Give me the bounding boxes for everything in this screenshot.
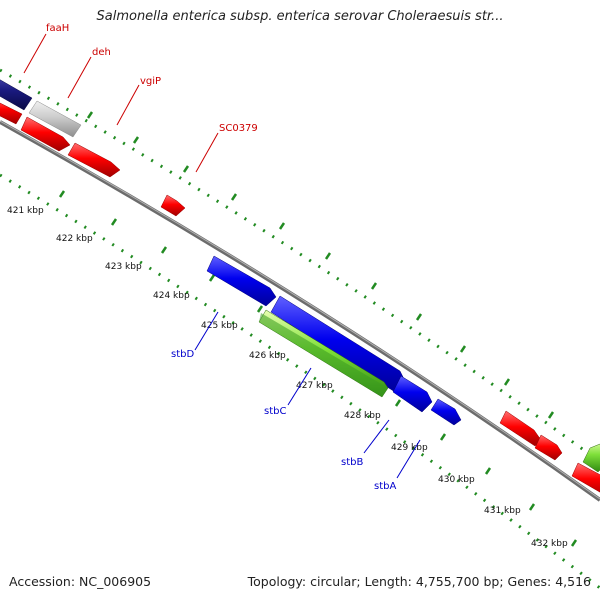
forward-tick — [459, 345, 467, 353]
forward-tick — [86, 111, 94, 119]
label-leader — [287, 367, 312, 406]
kbp-label: 430 kbp — [438, 475, 475, 485]
label-leader — [67, 56, 92, 99]
scale-tick — [439, 433, 447, 441]
gene-stbA[interactable] — [392, 375, 433, 413]
kbp-label: 426 kbp — [249, 351, 286, 361]
gene-label-stbC[interactable]: stbC — [264, 406, 286, 417]
label-leader — [396, 439, 421, 479]
genome-backbone-highlight — [0, 120, 600, 500]
gene-forward-2[interactable] — [20, 116, 71, 152]
forward-tick — [278, 222, 286, 230]
kbp-label: 427 kbp — [296, 381, 333, 391]
forward-tick — [230, 193, 238, 201]
gene-reverse-1[interactable] — [206, 255, 277, 307]
gene-label-stbB[interactable]: stbB — [341, 457, 363, 468]
label-leader — [194, 311, 219, 351]
kbp-label: 423 kbp — [105, 262, 142, 272]
gene-label-faaH[interactable]: faaH — [46, 23, 69, 34]
gene-label-vgiP[interactable]: vgiP — [140, 76, 161, 87]
forward-tick — [415, 313, 423, 321]
kbp-label: 422 kbp — [56, 234, 93, 244]
gene-forward-right-3[interactable] — [571, 462, 600, 498]
gene-label-SC0379[interactable]: SC0379 — [219, 123, 258, 134]
scale-tick — [160, 246, 168, 254]
scale-tick-track — [0, 173, 600, 590]
gene-forward-1[interactable] — [0, 97, 23, 125]
scale-tick — [256, 305, 264, 313]
kbp-label: 428 kbp — [344, 411, 381, 421]
scale-tick — [528, 503, 536, 511]
genome-summary-text: Topology: circular; Length: 4,755,700 bp… — [247, 574, 591, 589]
forward-tick — [547, 411, 555, 419]
gene-stbC[interactable] — [259, 313, 388, 397]
accession-text: Accession: NC_006905 — [9, 574, 152, 589]
gene-green-right[interactable] — [582, 440, 600, 473]
gene-reverse-4[interactable] — [430, 398, 462, 426]
kbp-label: 429 kbp — [391, 443, 428, 453]
forward-tick-track — [0, 68, 600, 464]
kbp-label: 425 kbp — [201, 321, 238, 331]
gene-faaH[interactable] — [0, 74, 33, 111]
scale-tick — [570, 539, 578, 547]
gene-label-deh[interactable]: deh — [92, 47, 111, 58]
label-leader — [363, 419, 390, 454]
forward-tick — [370, 282, 378, 290]
scale-tick — [110, 218, 118, 226]
scale-tick — [484, 467, 492, 475]
forward-tick — [182, 165, 190, 173]
gene-label-stbD[interactable]: stbD — [171, 349, 194, 360]
map-title: Salmonella enterica subsp. enterica sero… — [96, 9, 504, 24]
kbp-label: 424 kbp — [153, 291, 190, 301]
gene-SC0379[interactable] — [160, 194, 186, 217]
gene-deh[interactable] — [28, 100, 82, 138]
gene-vgiP[interactable] — [67, 142, 121, 178]
gene-label-stbA[interactable]: stbA — [374, 481, 396, 492]
forward-tick — [503, 378, 511, 386]
forward-tick — [324, 252, 332, 260]
gene-forward-right-2[interactable] — [534, 434, 563, 461]
kbp-label: 421 kbp — [7, 206, 44, 216]
label-leader — [195, 132, 219, 173]
scale-tick — [394, 399, 402, 407]
label-leader — [23, 33, 47, 74]
kbp-label: 432 kbp — [531, 539, 568, 549]
kbp-label: 431 kbp — [484, 506, 521, 516]
scale-tick — [208, 274, 216, 282]
gene-forward-right-1[interactable] — [499, 410, 542, 447]
gene-stbB[interactable] — [270, 295, 406, 393]
genome-backbone — [0, 120, 600, 502]
scale-tick — [58, 190, 66, 198]
forward-tick — [132, 136, 140, 144]
label-leader — [116, 84, 140, 126]
